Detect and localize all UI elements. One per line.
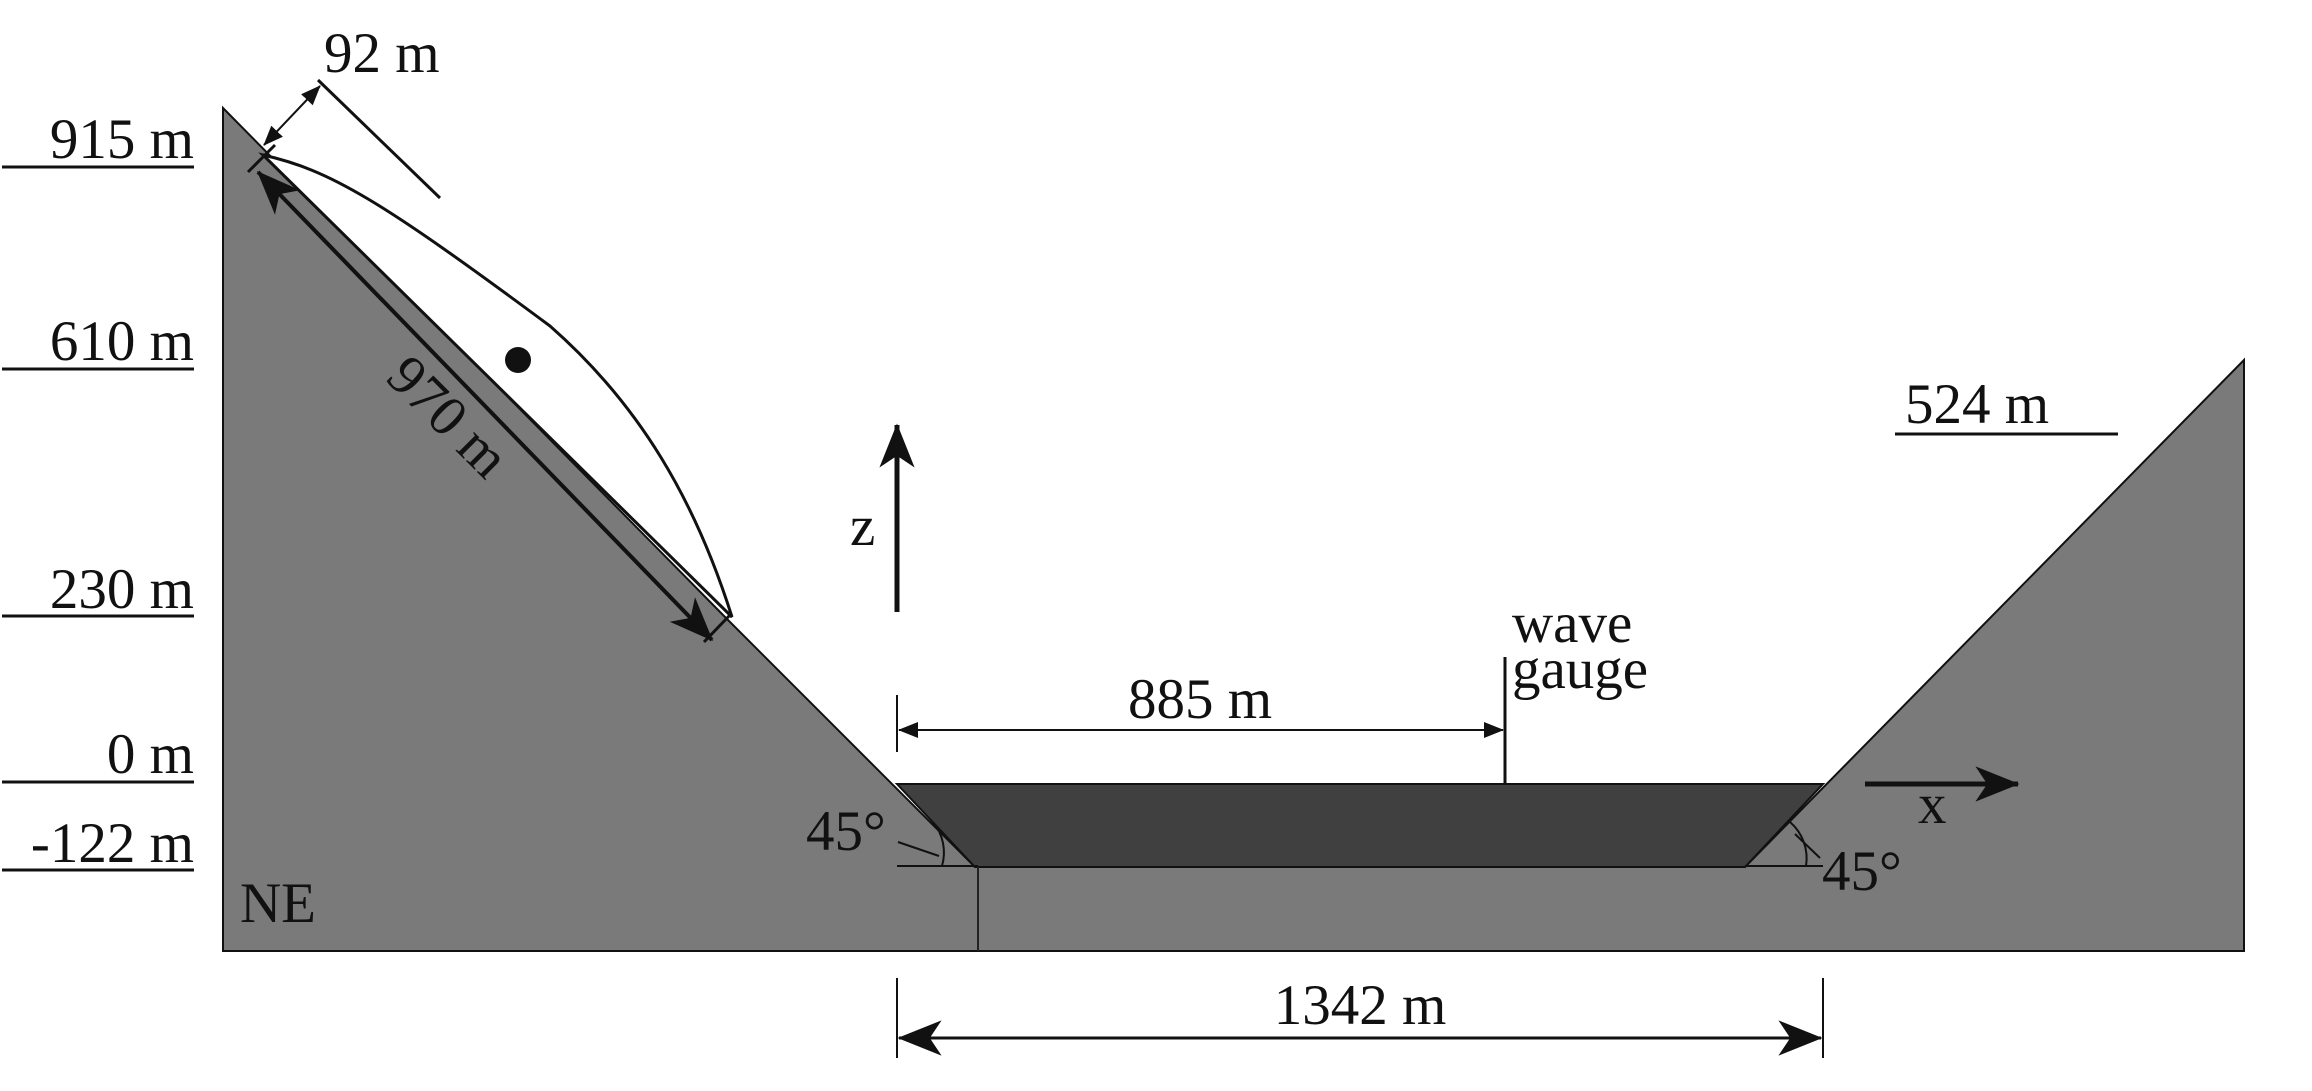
- wave-gauge-label-line2: gauge: [1512, 638, 1648, 701]
- wave-gauge-label-line1: wave: [1512, 592, 1632, 655]
- slide-centroid-dot: [505, 347, 531, 373]
- slide-length-arrow: [256, 170, 714, 642]
- gauge-distance-label: 885 m: [1128, 668, 1272, 731]
- side-label-ne: NE: [240, 872, 316, 935]
- elev-label-915: 915 m: [50, 108, 194, 171]
- left-angle-arc: [932, 821, 945, 867]
- basin-width-label: 1342 m: [1274, 974, 1447, 1037]
- right-angle-leader: [1794, 833, 1821, 859]
- elev-label-524: 524 m: [1905, 373, 2049, 436]
- elev-label-610: 610 m: [50, 310, 194, 373]
- left-angle-leader: [897, 841, 940, 857]
- slide-thickness-extension: [316, 78, 442, 200]
- water-body: [894, 783, 1826, 868]
- slide-thickness-label: 92 m: [324, 22, 440, 85]
- elev-label-0: 0 m: [107, 723, 194, 786]
- elev-label-neg122: -122 m: [31, 812, 194, 875]
- slide-top-tick: [246, 143, 277, 174]
- slide-thickness-arrow: [263, 85, 321, 146]
- terrain-body: [222, 105, 2245, 952]
- elev-label-230: 230 m: [50, 558, 194, 621]
- right-angle-label: 45°: [1822, 840, 1902, 903]
- z-axis-label: z: [850, 495, 875, 558]
- x-axis-label: x: [1918, 773, 1947, 836]
- left-angle-label: 45°: [806, 800, 886, 863]
